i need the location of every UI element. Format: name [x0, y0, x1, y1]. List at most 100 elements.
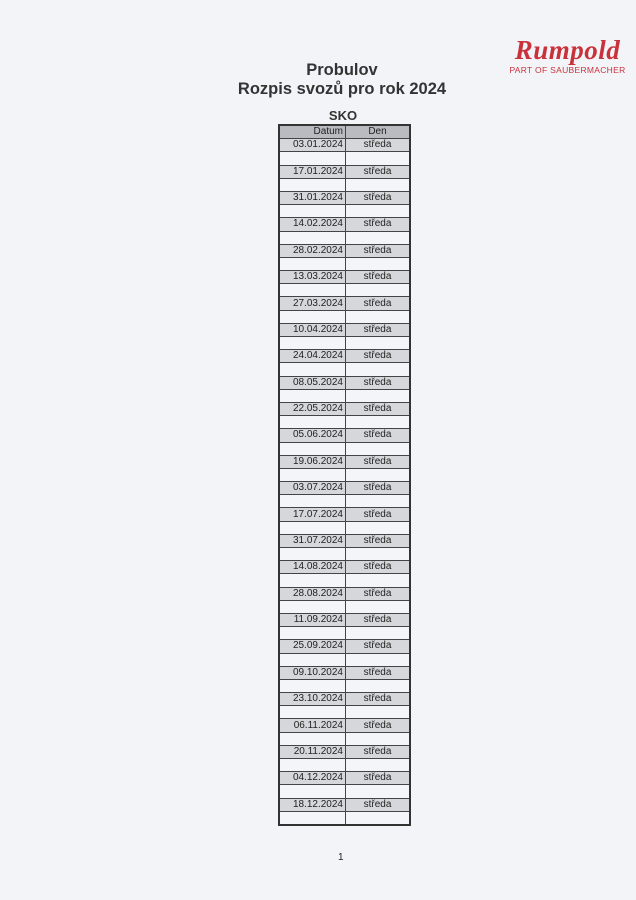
blank-row	[278, 626, 411, 641]
empty-cell	[278, 599, 346, 614]
empty-cell	[278, 309, 346, 324]
day-cell: středa	[345, 718, 411, 733]
blank-row	[278, 573, 411, 588]
blank-row	[278, 520, 411, 535]
day-cell: středa	[345, 639, 411, 654]
header-datum: Datum	[278, 124, 346, 140]
empty-cell	[345, 784, 411, 799]
table-row: 25.09.2024 středa	[278, 639, 411, 654]
blank-row	[278, 177, 411, 192]
blank-row	[278, 388, 411, 403]
day-cell: středa	[345, 138, 411, 153]
table-row: 31.07.2024 středa	[278, 533, 411, 549]
blank-row	[278, 810, 411, 826]
empty-cell	[345, 309, 411, 324]
day-cell: středa	[345, 322, 411, 338]
logo-tagline: PART OF SAUBERMACHER	[509, 65, 626, 75]
date-cell: 06.11.2024	[278, 718, 346, 733]
day-cell: středa	[345, 349, 411, 364]
day-cell: středa	[345, 586, 411, 601]
empty-cell	[345, 626, 411, 641]
logo-wordmark: Rumpold	[514, 35, 621, 65]
day-cell: středa	[345, 190, 411, 206]
empty-cell	[278, 362, 346, 377]
table-row: 31.01.2024 středa	[278, 190, 411, 206]
blank-row	[278, 151, 411, 166]
empty-cell	[345, 573, 411, 588]
date-cell: 27.03.2024	[278, 296, 346, 311]
empty-cell	[345, 599, 411, 614]
date-cell: 14.08.2024	[278, 560, 346, 575]
empty-cell	[278, 757, 346, 773]
blank-row	[278, 546, 411, 562]
empty-cell	[278, 151, 346, 166]
day-cell: středa	[345, 454, 411, 469]
day-cell: středa	[345, 270, 411, 285]
empty-cell	[345, 705, 411, 720]
day-cell: středa	[345, 771, 411, 786]
page-title: Probulov	[306, 61, 378, 79]
table-row: 28.08.2024 středa	[278, 586, 411, 601]
day-cell: středa	[345, 217, 411, 232]
day-cell: středa	[345, 612, 411, 628]
date-cell: 17.07.2024	[278, 507, 346, 522]
blank-row	[278, 204, 411, 219]
blank-row	[278, 467, 411, 483]
date-cell: 03.01.2024	[278, 138, 346, 153]
empty-cell	[278, 705, 346, 720]
blank-row	[278, 494, 411, 509]
blank-row	[278, 705, 411, 720]
empty-cell	[278, 256, 346, 272]
date-cell: 20.11.2024	[278, 744, 346, 760]
empty-cell	[345, 546, 411, 562]
blank-row	[278, 757, 411, 773]
empty-cell	[345, 388, 411, 403]
date-cell: 17.01.2024	[278, 164, 346, 179]
table-row: 03.01.2024 středa	[278, 138, 411, 153]
empty-cell	[345, 731, 411, 746]
table-row: 23.10.2024 středa	[278, 692, 411, 707]
day-cell: středa	[345, 243, 411, 258]
date-cell: 22.05.2024	[278, 401, 346, 417]
date-cell: 19.06.2024	[278, 454, 346, 469]
empty-cell	[278, 731, 346, 746]
empty-cell	[278, 335, 346, 351]
blank-row	[278, 362, 411, 377]
blank-row	[278, 283, 411, 298]
empty-cell	[278, 546, 346, 562]
date-cell: 31.07.2024	[278, 533, 346, 549]
table-row: 20.11.2024 středa	[278, 744, 411, 760]
empty-cell	[345, 520, 411, 535]
page-subtitle: Rozpis svozů pro rok 2024	[237, 80, 447, 98]
empty-cell	[345, 441, 411, 456]
empty-cell	[278, 678, 346, 694]
table-header: Datum Den	[278, 124, 411, 140]
table-row: 03.07.2024 středa	[278, 481, 411, 496]
date-cell: 11.09.2024	[278, 612, 346, 628]
blank-row	[278, 784, 411, 799]
empty-cell	[278, 652, 346, 667]
date-cell: 14.02.2024	[278, 217, 346, 232]
blank-row	[278, 441, 411, 456]
date-cell: 18.12.2024	[278, 797, 346, 812]
day-cell: středa	[345, 560, 411, 575]
table-row: 17.07.2024 středa	[278, 507, 411, 522]
day-cell: středa	[345, 744, 411, 760]
table-row: 19.06.2024 středa	[278, 454, 411, 469]
table-row: 13.03.2024 středa	[278, 270, 411, 285]
day-cell: středa	[345, 481, 411, 496]
table-row: 05.06.2024 středa	[278, 428, 411, 443]
date-cell: 24.04.2024	[278, 349, 346, 364]
empty-cell	[278, 626, 346, 641]
date-cell: 31.01.2024	[278, 190, 346, 206]
blank-row	[278, 678, 411, 694]
table-row: 18.12.2024 středa	[278, 797, 411, 812]
empty-cell	[278, 230, 346, 245]
date-cell: 04.12.2024	[278, 771, 346, 786]
schedule-table: Datum Den 03.01.2024 středa 17.01.2024 stře…	[278, 124, 411, 826]
date-cell: 23.10.2024	[278, 692, 346, 707]
date-cell: 05.06.2024	[278, 428, 346, 443]
header-den: Den	[345, 124, 411, 140]
empty-cell	[345, 204, 411, 219]
